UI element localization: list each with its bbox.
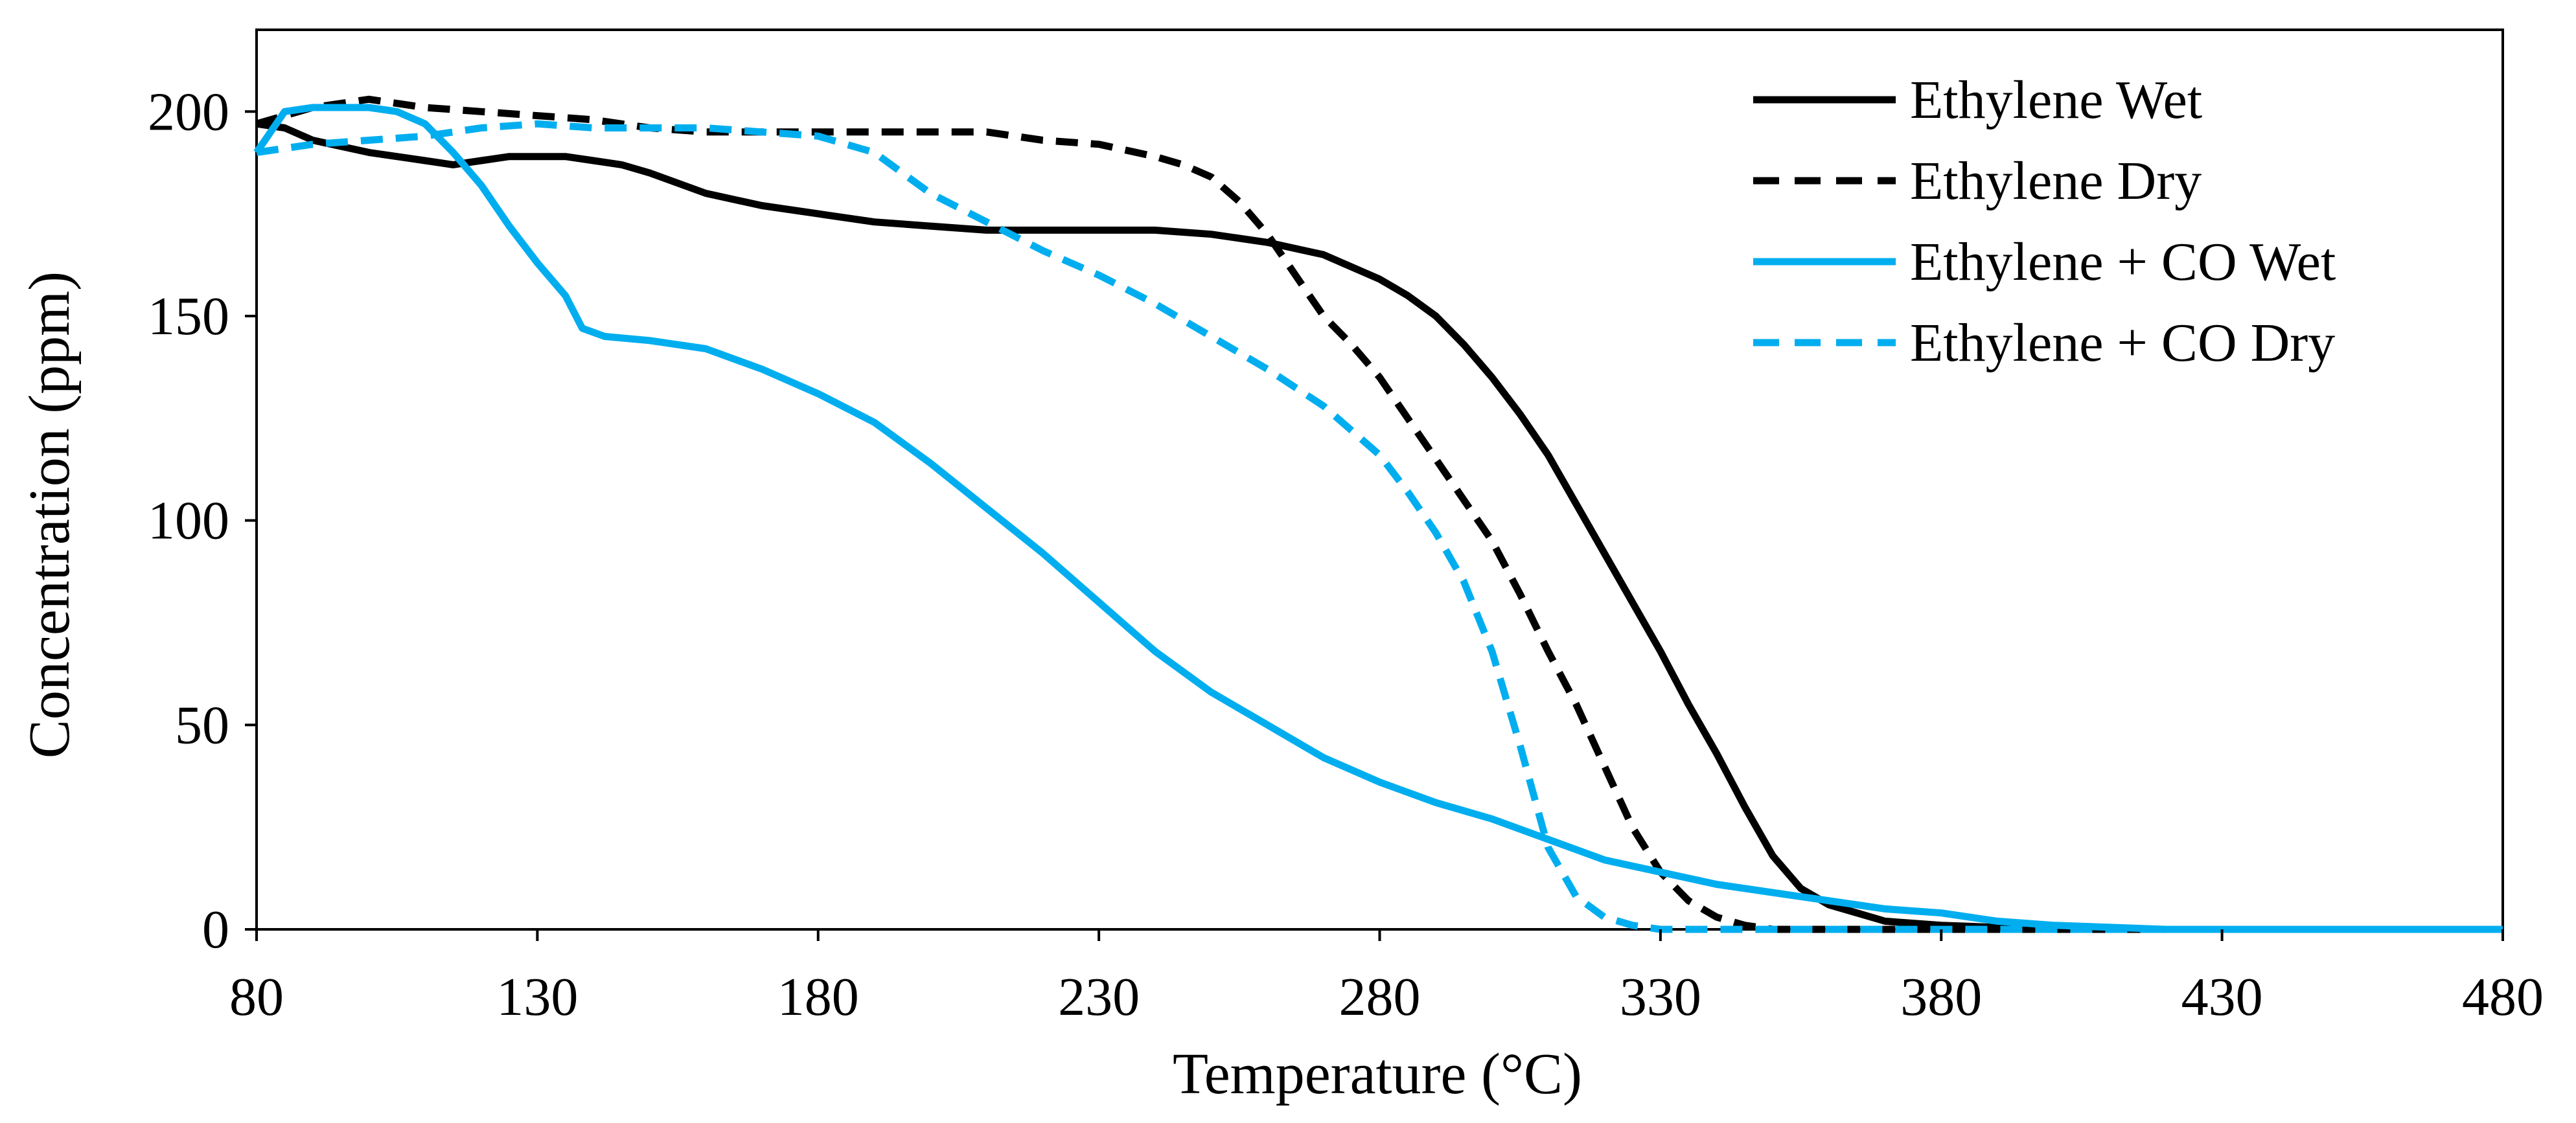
series-line-ethylene-co-wet: [253, 104, 2503, 933]
y-axis: 0 50 100 150 200: [148, 82, 257, 960]
x-tick-label: 330: [1620, 967, 1701, 1027]
y-tick-label: 150: [148, 286, 229, 346]
x-tick-label: 180: [777, 967, 859, 1027]
y-tick-label: 0: [202, 900, 229, 960]
x-tick-label: 380: [1900, 967, 1982, 1027]
x-tick-label: 230: [1058, 967, 1140, 1027]
x-tick-label: 480: [2462, 967, 2544, 1027]
x-tick-label: 280: [1339, 967, 1421, 1027]
x-tick-label: 430: [2181, 967, 2263, 1027]
legend-label: Ethylene Dry: [1910, 151, 2202, 211]
x-axis-title: Temperature (°C): [1173, 1042, 1582, 1106]
y-axis-title: Concentration (ppm): [17, 271, 82, 758]
y-tick-label: 200: [148, 82, 229, 142]
series-line-ethylene-co-dry: [256, 120, 2503, 933]
legend-label: Ethylene + CO Dry: [1910, 313, 2335, 373]
legend-label: Ethylene + CO Wet: [1910, 232, 2336, 292]
series-line-ethylene-dry: [255, 95, 2503, 933]
y-tick-label: 100: [148, 491, 229, 551]
legend-label: Ethylene Wet: [1910, 70, 2202, 130]
legend: Ethylene Wet Ethylene Dry Ethylene + CO We…: [1753, 70, 2336, 373]
y-tick-label: 50: [175, 695, 229, 755]
x-tick-label: 130: [496, 967, 578, 1027]
x-axis: 80 130 180 230 280 330 380 430 480: [229, 929, 2544, 1027]
series-line-ethylene-wet: [256, 120, 2503, 933]
series-layer: [253, 95, 2503, 933]
x-tick-label: 80: [229, 967, 284, 1027]
